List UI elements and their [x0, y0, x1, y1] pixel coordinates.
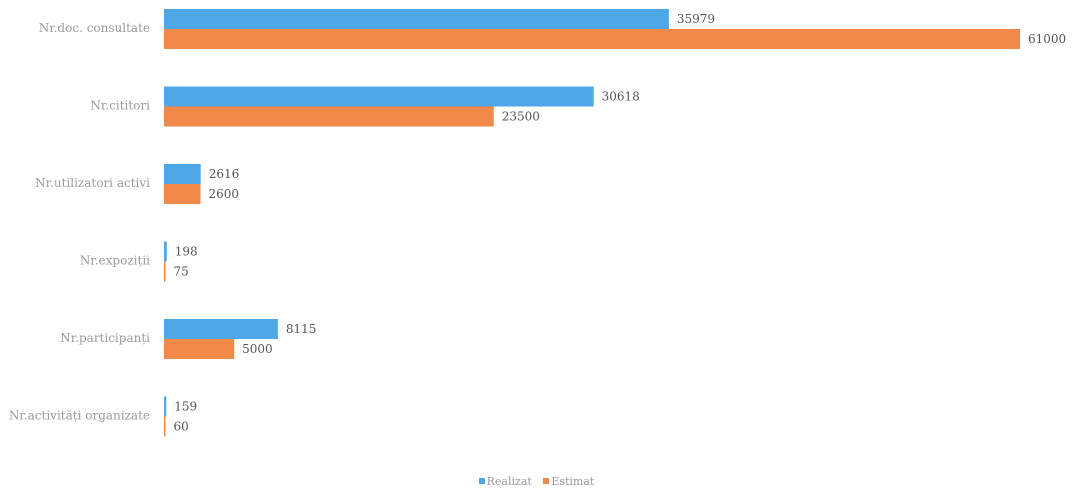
bars-group	[164, 9, 1020, 437]
bar-realizat	[164, 319, 278, 339]
category-label: Nr.doc. consultate	[39, 21, 150, 35]
bar-estimat	[164, 184, 201, 204]
data-label-realizat: 198	[175, 245, 198, 259]
legend-swatch-estimat	[543, 478, 550, 484]
category-label: Nr.utilizatori activi	[35, 176, 150, 190]
bar-realizat	[164, 164, 201, 184]
legend-item-realizat: Realizat	[478, 474, 532, 488]
bar-estimat	[164, 416, 166, 437]
bar-realizat	[164, 86, 594, 107]
data-label-realizat: 30618	[602, 90, 640, 104]
data-label-estimat: 2600	[208, 187, 239, 201]
legend-swatch-realizat	[478, 478, 485, 484]
bar-estimat	[164, 339, 235, 359]
data-label-estimat: 61000	[1028, 32, 1066, 46]
bar-estimat	[164, 261, 166, 282]
bar-realizat	[164, 9, 669, 29]
category-label: Nr.cititori	[90, 99, 150, 113]
bar-estimat	[164, 106, 494, 127]
data-label-estimat: 5000	[242, 342, 273, 356]
bar-realizat	[164, 241, 167, 262]
category-label: Nr.expoziții	[80, 254, 150, 268]
legend-item-estimat: Estimat	[543, 475, 594, 488]
chart-legend: Realizat Estimat	[0, 474, 1073, 488]
data-label-realizat: 35979	[677, 12, 715, 26]
category-label: Nr.participanți	[60, 331, 150, 345]
bar-estimat	[164, 29, 1020, 49]
labels-group: Nr.doc. consultate 35979 61000 Nr.cititori 3…	[9, 12, 1066, 434]
legend-label-estimat: Estimat	[551, 474, 595, 488]
bar-realizat	[164, 396, 167, 417]
category-label: Nr.activități organizate	[9, 409, 150, 423]
bar-chart: Nr.doc. consultate 35979 61000 Nr.cititori 3…	[9, 9, 1066, 437]
data-label-estimat: 75	[174, 265, 189, 279]
data-label-estimat: 60	[174, 420, 189, 434]
data-label-estimat: 23500	[502, 110, 540, 124]
legend-label-realizat: Realizat	[486, 474, 532, 488]
data-label-realizat: 159	[174, 400, 197, 414]
data-label-realizat: 8115	[286, 322, 317, 336]
data-label-realizat: 2616	[209, 167, 240, 181]
